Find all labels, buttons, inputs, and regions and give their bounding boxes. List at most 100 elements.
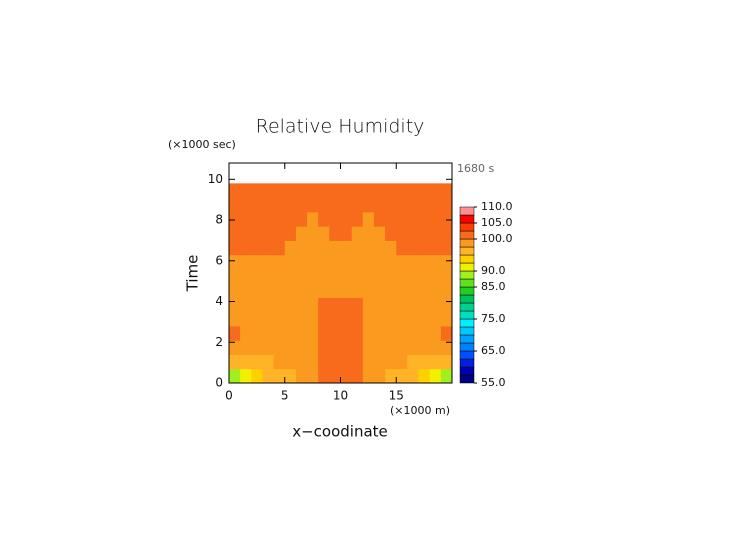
contour-cell	[362, 240, 375, 256]
contour-cell	[385, 268, 397, 284]
contour-cell	[340, 297, 353, 313]
y-tick-label: 0	[215, 376, 223, 390]
contour-cell	[407, 297, 420, 313]
contour-cell	[307, 226, 319, 241]
contour-cell	[351, 211, 364, 227]
contour-cell	[429, 354, 442, 370]
contour-cell	[251, 368, 263, 384]
contour-cell	[329, 297, 341, 313]
contour-cell	[262, 283, 275, 298]
contour-cell	[396, 368, 408, 384]
contour-cell	[407, 325, 420, 341]
contour-cell	[229, 254, 241, 270]
contour-cell	[318, 240, 330, 256]
contour-cell	[396, 268, 408, 284]
contour-cell	[418, 254, 431, 270]
contour-cell	[273, 297, 286, 313]
contour-cell	[307, 354, 319, 370]
contour-cell	[295, 283, 308, 298]
contour-cell	[284, 240, 297, 256]
contour-cell	[251, 226, 263, 241]
contour-cell	[251, 283, 263, 298]
contour-cell	[407, 354, 420, 370]
x-tick-label: 10	[333, 389, 348, 403]
contour-cell	[340, 325, 353, 341]
contour-cell	[329, 325, 341, 341]
contour-cell	[440, 368, 453, 384]
contour-cell	[385, 297, 397, 313]
contour-cell	[307, 240, 319, 256]
contour-cell	[440, 340, 453, 355]
contour-cell	[429, 325, 442, 341]
chart-title: Relative Humidity	[256, 116, 425, 138]
contour-cell	[418, 354, 431, 370]
contour-cell	[418, 325, 431, 341]
contour-cell	[407, 254, 420, 270]
colorbar-segment	[459, 270, 475, 280]
contour-cell	[329, 183, 341, 199]
colorbar-segment	[459, 230, 475, 240]
contour-cell	[385, 197, 397, 213]
contour-cell	[351, 311, 364, 327]
contour-cell	[373, 183, 386, 199]
colorbar-label: 85.0	[481, 280, 506, 293]
contour-cell	[318, 311, 330, 327]
contour-cell	[318, 325, 330, 341]
contour-cell	[418, 211, 431, 227]
contour-cell	[429, 226, 442, 241]
contour-cell	[295, 197, 308, 213]
contour-cell	[262, 354, 275, 370]
contour-cell	[273, 354, 286, 370]
contour-cell	[440, 297, 453, 313]
contour-cell	[429, 240, 442, 256]
contour-cell	[440, 254, 453, 270]
contour-cell	[396, 297, 408, 313]
contour-cell	[340, 240, 353, 256]
contour-cell	[318, 268, 330, 284]
contour-cell	[307, 283, 319, 298]
contour-cell	[418, 226, 431, 241]
contour-cell	[385, 226, 397, 241]
contour-cell	[295, 311, 308, 327]
contour-cell	[229, 268, 241, 284]
contour-cell	[295, 183, 308, 199]
contour-cell	[429, 183, 442, 199]
contour-cell	[407, 240, 420, 256]
contour-cell	[284, 268, 297, 284]
contour-cell	[251, 325, 263, 341]
contour-cell	[240, 268, 252, 284]
colorbar-label: 105.0	[481, 216, 513, 229]
contour-cell	[429, 311, 442, 327]
contour-cell	[418, 340, 431, 355]
contour-cell	[273, 254, 286, 270]
contour-cell	[429, 368, 442, 384]
contour-cell	[440, 354, 453, 370]
colorbar-label: 55.0	[481, 376, 506, 389]
colorbar-label: 75.0	[481, 312, 506, 325]
colorbar-segment	[459, 374, 475, 384]
colorbar-label: 110.0	[481, 200, 513, 213]
contour-cell	[329, 211, 341, 227]
contour-cell	[318, 226, 330, 241]
contour-cell	[362, 340, 375, 355]
contour-cell	[440, 226, 453, 241]
contour-cell	[385, 340, 397, 355]
contour-cell	[340, 283, 353, 298]
y-unit-label: (×1000 sec)	[168, 138, 236, 151]
contour-cell	[262, 325, 275, 341]
contour-cell	[362, 183, 375, 199]
contour-cell	[440, 211, 453, 227]
colorbar-segment	[459, 318, 475, 328]
contour-cell	[307, 197, 319, 213]
contour-cell	[407, 311, 420, 327]
contour-cell	[351, 240, 364, 256]
contour-cell	[407, 268, 420, 284]
contour-cell	[362, 254, 375, 270]
contour-cell	[229, 240, 241, 256]
contour-cell	[373, 240, 386, 256]
contour-cell	[273, 211, 286, 227]
contour-cell	[329, 254, 341, 270]
contour-cell	[362, 368, 375, 384]
contour-cell	[396, 240, 408, 256]
contour-cell	[351, 254, 364, 270]
